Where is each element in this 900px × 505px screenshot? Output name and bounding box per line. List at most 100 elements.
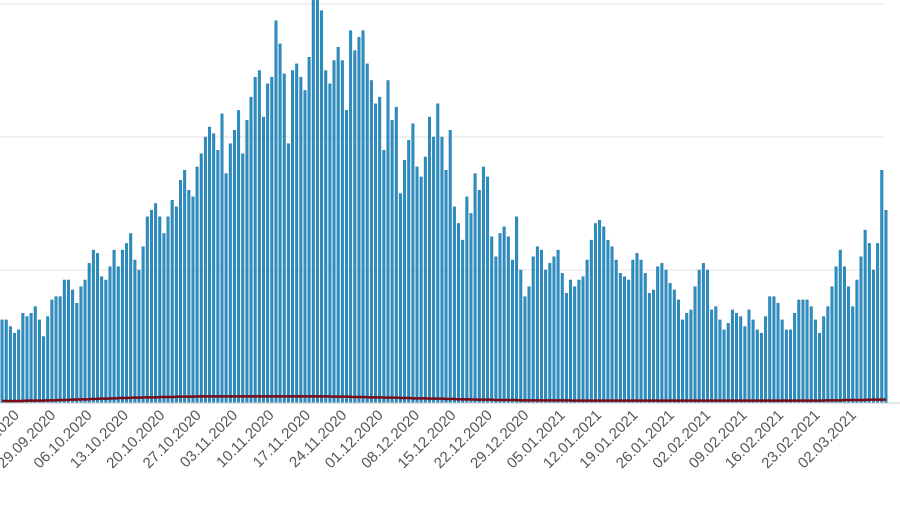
bar-28 <box>116 266 120 404</box>
bar-12 <box>50 299 54 404</box>
bar-198 <box>822 316 826 404</box>
bar-72 <box>299 76 303 404</box>
bar-0 <box>0 319 4 404</box>
bar-204 <box>847 286 851 404</box>
bar-181 <box>751 319 755 404</box>
bar-119 <box>494 256 498 404</box>
bar-37 <box>154 203 158 404</box>
bar-10 <box>42 336 46 404</box>
bar-128 <box>531 256 535 404</box>
bar-84 <box>349 30 353 404</box>
bar-39 <box>162 233 166 404</box>
bar-147 <box>610 246 614 404</box>
bar-178 <box>739 316 743 404</box>
bar-162 <box>672 289 676 404</box>
bar-77 <box>320 10 324 404</box>
bar-51 <box>212 133 216 404</box>
bar-169 <box>701 263 705 404</box>
bar-195 <box>809 306 813 404</box>
bar-81 <box>336 47 340 404</box>
bar-13 <box>54 296 58 404</box>
bar-170 <box>706 269 709 404</box>
bar-192 <box>797 299 801 404</box>
bar-125 <box>519 269 523 404</box>
bar-197 <box>818 332 822 404</box>
bar-4 <box>17 329 21 404</box>
bar-63 <box>262 116 265 404</box>
bar-127 <box>527 286 531 404</box>
bar-205 <box>851 306 855 404</box>
bar-201 <box>834 266 838 404</box>
bar-60 <box>249 96 253 404</box>
bar-113 <box>469 213 473 404</box>
bar-142 <box>589 239 593 404</box>
bar-120 <box>498 233 502 404</box>
bar-8 <box>33 306 37 404</box>
bar-129 <box>535 246 539 404</box>
bar-168 <box>697 269 701 404</box>
bar-196 <box>813 319 817 404</box>
bar-159 <box>660 263 664 404</box>
bar-153 <box>635 253 639 404</box>
bar-59 <box>245 120 249 404</box>
bar-190 <box>789 329 792 404</box>
bar-66 <box>274 20 278 404</box>
bar-114 <box>473 173 477 404</box>
bar-99 <box>411 123 415 404</box>
bar-53 <box>220 113 224 404</box>
bar-95 <box>394 106 398 404</box>
bar-104 <box>432 136 436 404</box>
bar-210 <box>871 269 875 404</box>
bar-6 <box>25 316 29 404</box>
bar-110 <box>457 223 461 404</box>
bar-189 <box>784 329 788 404</box>
bar-2 <box>8 326 12 404</box>
bar-123 <box>510 259 514 404</box>
bar-34 <box>141 246 145 404</box>
bar-133 <box>552 256 556 404</box>
bar-90 <box>374 103 378 404</box>
bar-45 <box>187 189 191 404</box>
bar-118 <box>490 236 494 404</box>
bar-112 <box>465 196 469 404</box>
bar-206 <box>855 279 859 404</box>
bar-40 <box>166 216 170 404</box>
bar-47 <box>195 166 199 404</box>
bar-43 <box>179 180 182 404</box>
bar-171 <box>710 309 714 404</box>
bar-177 <box>735 313 739 404</box>
bar-188 <box>780 319 784 404</box>
bar-121 <box>502 226 506 404</box>
bar-7 <box>29 313 33 404</box>
bar-44 <box>183 170 187 404</box>
bar-116 <box>481 166 485 404</box>
bar-58 <box>241 153 245 404</box>
bar-52 <box>216 150 220 404</box>
bar-18 <box>75 303 79 404</box>
bar-179 <box>743 326 747 404</box>
bar-3 <box>13 332 17 404</box>
bar-207 <box>859 256 863 404</box>
bar-102 <box>423 156 427 404</box>
bar-103 <box>427 116 431 404</box>
bar-180 <box>747 309 751 404</box>
bar-31 <box>129 233 133 404</box>
bar-155 <box>643 273 647 404</box>
bar-75 <box>311 0 315 404</box>
bar-131 <box>544 269 548 404</box>
bar-145 <box>602 226 606 404</box>
bar-96 <box>398 193 402 404</box>
bar-46 <box>191 196 195 404</box>
bar-97 <box>403 160 407 404</box>
bar-35 <box>145 216 149 404</box>
bar-148 <box>614 259 618 404</box>
bar-94 <box>390 120 394 404</box>
bar-67 <box>278 43 282 404</box>
bar-146 <box>606 239 610 404</box>
bar-143 <box>593 223 597 404</box>
bar-19 <box>79 286 83 404</box>
bar-26 <box>108 266 112 404</box>
bar-20 <box>83 279 87 404</box>
bar-76 <box>315 0 319 404</box>
